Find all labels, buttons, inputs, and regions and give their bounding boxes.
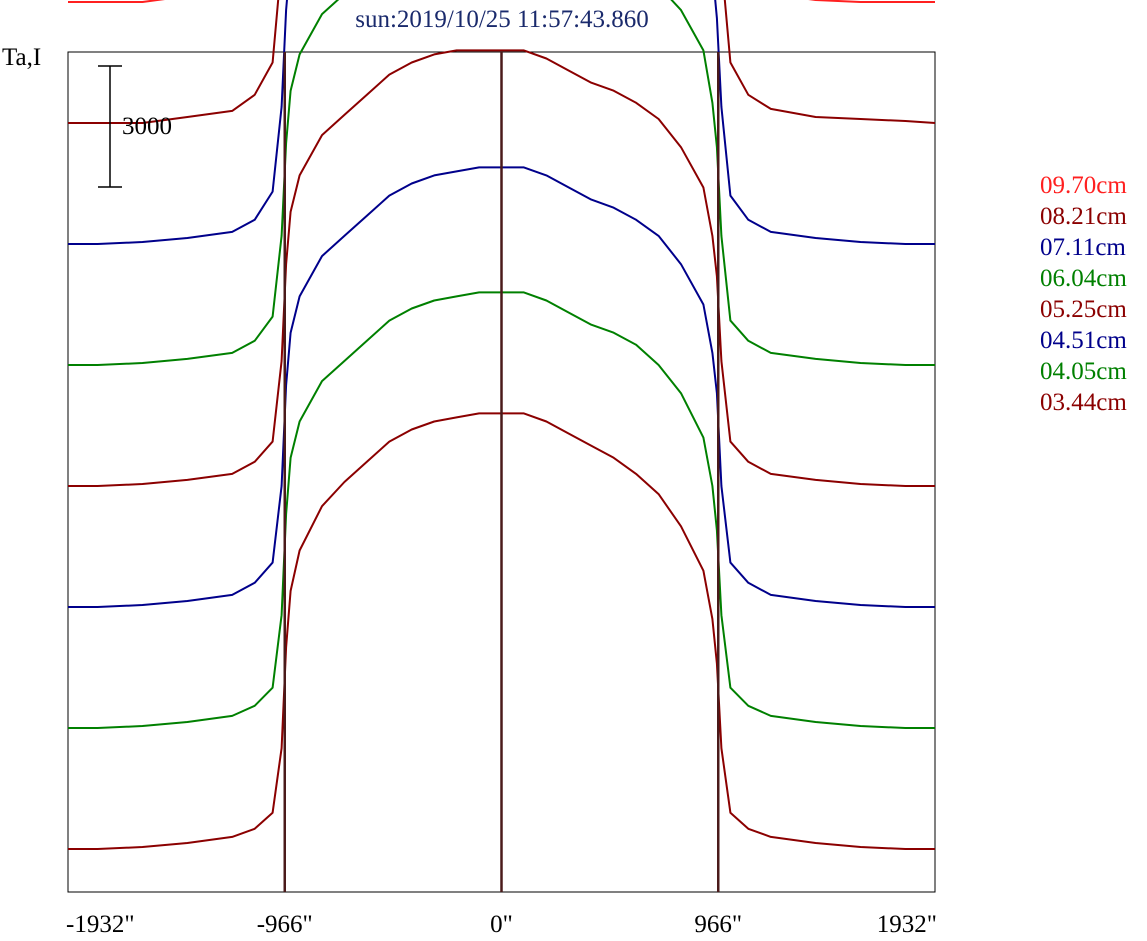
series-line-08.21cm xyxy=(68,0,936,124)
legend-entry: 04.51cm xyxy=(1040,327,1127,354)
series-line-05.25cm xyxy=(68,49,935,487)
legend-entry: 06.04cm xyxy=(1040,265,1127,292)
x-tick-label: 0" xyxy=(490,911,513,938)
series-line-09.70cm xyxy=(68,0,935,3)
legend-entry: 09.70cm xyxy=(1040,172,1127,199)
legend-entry: 04.05cm xyxy=(1040,358,1127,385)
series-line-07.11cm xyxy=(68,0,935,245)
x-tick-label: 966" xyxy=(694,911,742,938)
legend-entry: 05.25cm xyxy=(1040,296,1127,323)
legend-entry: 03.44cm xyxy=(1040,389,1127,416)
scale-bar: 3000 xyxy=(98,65,172,188)
scale-bar-label: 3000 xyxy=(122,113,172,140)
chart-title: sun:2019/10/25 11:57:43.860 xyxy=(355,6,649,33)
legend-entry: 08.21cm xyxy=(1040,203,1127,230)
x-tick-label: -966" xyxy=(257,911,313,938)
legend-entry: 07.11cm xyxy=(1040,234,1126,261)
x-tick-label: 1932" xyxy=(877,911,937,938)
series-line-06.04cm xyxy=(68,0,935,366)
y-axis-label: Ta,I xyxy=(2,44,41,71)
x-tick-label: -1932" xyxy=(66,911,135,938)
